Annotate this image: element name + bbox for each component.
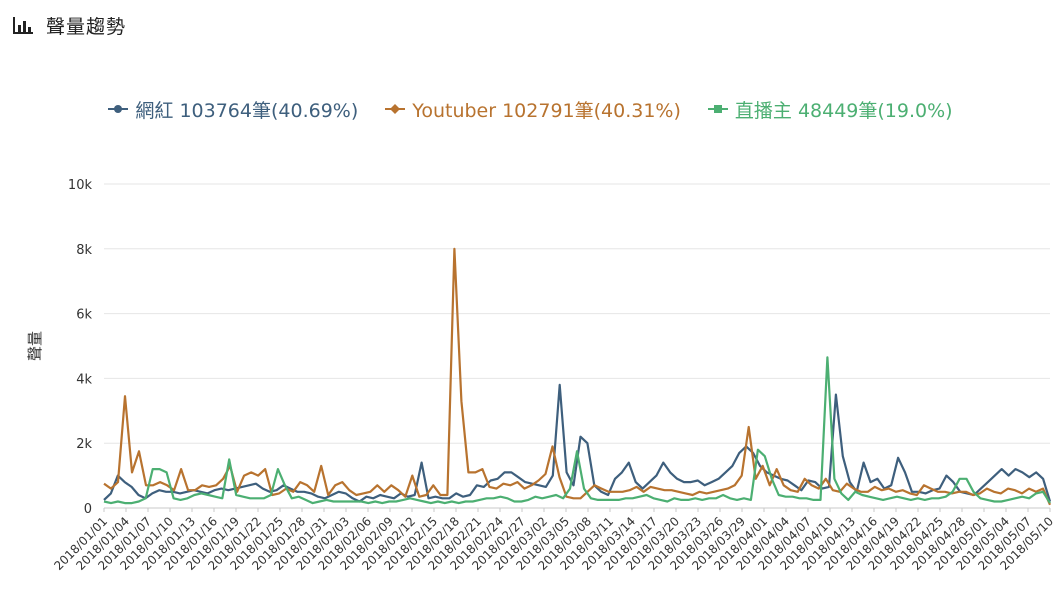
panel-title: 聲量趨勢: [46, 15, 127, 38]
panel-header: 聲量趨勢: [12, 10, 126, 40]
legend-item-youtuber[interactable]: Youtuber 102791筆(40.31%): [384, 96, 681, 123]
y-tick-label: 10k: [68, 178, 93, 193]
y-tick-label: 0: [84, 502, 92, 517]
chart-legend: 網紅 103764筆(40.69%) Youtuber 102791筆(40.3…: [0, 92, 1060, 126]
legend-marker-square-icon: [707, 105, 728, 113]
y-tick-label: 8k: [76, 243, 92, 258]
series-line-Youtuber: [103, 247, 1052, 506]
bar-chart-icon: [13, 17, 33, 34]
legend-marker-circle-icon: [108, 105, 129, 113]
y-tick-label: 6k: [76, 308, 92, 323]
series-line-網紅: [103, 383, 1052, 503]
legend-item-直播主[interactable]: 直播主 48449筆(19.0%): [707, 96, 953, 123]
legend-marker-diamond-icon: [385, 104, 406, 114]
series-line-直播主: [103, 356, 1051, 505]
y-axis-label: 聲量: [26, 331, 44, 361]
y-tick-label: 4k: [76, 372, 92, 387]
legend-label-youtuber: Youtuber 102791筆(40.31%): [412, 99, 681, 122]
legend-item-網紅[interactable]: 網紅 103764筆(40.69%): [107, 96, 358, 123]
y-tick-label: 2k: [76, 437, 92, 452]
legend-label-直播主: 直播主 48449筆(19.0%): [734, 99, 953, 122]
legend-label-網紅: 網紅 103764筆(40.69%): [135, 99, 359, 122]
